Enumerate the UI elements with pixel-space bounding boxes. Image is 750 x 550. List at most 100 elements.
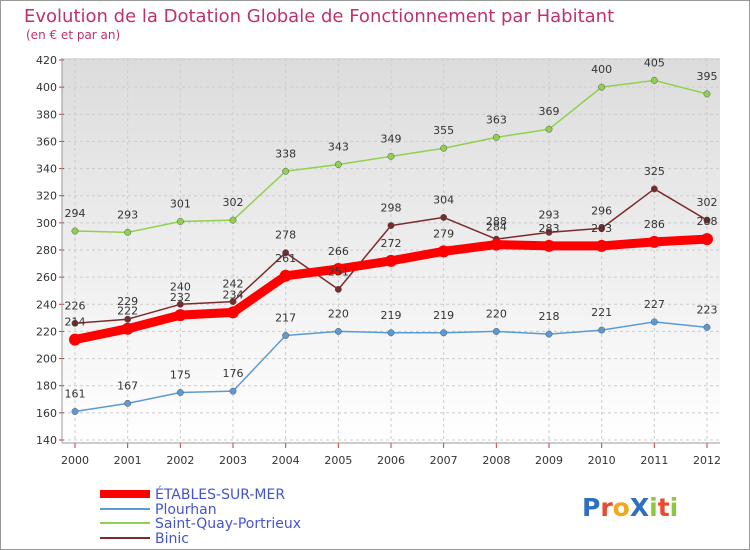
- chart-title: Evolution de la Dotation Globale de Fonc…: [24, 6, 614, 27]
- data-point: [492, 133, 500, 141]
- data-point: [650, 318, 658, 326]
- legend-label: ÉTABLES-SUR-MER: [155, 486, 285, 503]
- data-point: [437, 245, 450, 258]
- data-label: 363: [486, 113, 507, 126]
- data-point: [282, 332, 290, 339]
- y-tick-label: 320: [36, 190, 57, 203]
- data-label: 175: [170, 369, 191, 382]
- y-tick-label: 380: [36, 108, 57, 121]
- data-point: [176, 389, 184, 396]
- data-label: 294: [65, 207, 86, 220]
- data-label: 218: [539, 310, 560, 323]
- data-point: [124, 315, 132, 323]
- data-point: [598, 326, 606, 334]
- y-tick-label: 280: [36, 244, 57, 257]
- proxiti-logo: ProXiti: [582, 493, 678, 522]
- x-tick-label: 2010: [588, 454, 616, 467]
- y-tick-label: 180: [36, 380, 57, 393]
- data-point: [229, 298, 237, 306]
- data-point: [440, 213, 448, 221]
- y-tick-label: 200: [36, 353, 57, 366]
- data-label: 161: [65, 388, 86, 401]
- data-label: 214: [65, 316, 86, 329]
- data-label: 369: [539, 105, 560, 118]
- y-tick-label: 140: [36, 434, 57, 447]
- x-tick-label: 2005: [324, 454, 352, 467]
- data-point: [440, 329, 448, 337]
- data-label: 405: [644, 56, 665, 69]
- data-label: 217: [275, 312, 296, 325]
- data-label: 226: [65, 299, 86, 312]
- data-label: 240: [170, 280, 191, 293]
- data-label: 302: [223, 196, 244, 209]
- data-point: [332, 263, 345, 275]
- data-label: 288: [697, 215, 718, 228]
- data-label: 234: [223, 288, 244, 301]
- data-label: 283: [539, 222, 560, 235]
- data-point: [334, 161, 342, 168]
- data-label: 266: [328, 245, 349, 258]
- y-tick-label: 340: [36, 163, 57, 176]
- data-point: [545, 228, 553, 236]
- chart-subtitle: (en € et par an): [26, 28, 120, 42]
- data-label: 219: [433, 309, 454, 322]
- data-label: 395: [697, 70, 718, 83]
- logo-text: ProXiti: [582, 493, 678, 522]
- data-label: 232: [170, 291, 191, 304]
- data-point: [124, 399, 132, 407]
- y-tick-label: 160: [36, 407, 57, 420]
- data-point: [387, 222, 395, 230]
- data-point: [650, 185, 658, 193]
- data-label: 222: [117, 305, 138, 318]
- data-point: [124, 228, 132, 236]
- data-point: [703, 90, 711, 98]
- series-3: [71, 185, 711, 327]
- y-tick-label: 220: [36, 325, 57, 338]
- data-point: [229, 216, 237, 224]
- y-tick-label: 260: [36, 271, 57, 284]
- x-tick-label: 2000: [61, 454, 89, 467]
- data-point: [282, 249, 290, 257]
- data-point: [229, 387, 237, 395]
- x-tick-label: 2004: [272, 454, 300, 467]
- data-label: 279: [433, 227, 454, 240]
- data-label: 338: [275, 147, 296, 160]
- data-point: [650, 76, 658, 84]
- data-point: [71, 319, 79, 327]
- series-0: [69, 233, 713, 346]
- data-label: 304: [433, 193, 454, 206]
- data-point: [595, 239, 608, 252]
- data-label: 220: [328, 307, 349, 320]
- data-label: 227: [644, 298, 665, 311]
- data-label: 219: [381, 309, 402, 322]
- x-tick-label: 2007: [430, 454, 458, 467]
- data-point: [490, 238, 503, 251]
- data-label: 293: [117, 208, 138, 221]
- series-1: [71, 318, 711, 415]
- data-label: 286: [644, 218, 665, 231]
- series-layer: [69, 76, 713, 415]
- data-label: 272: [381, 237, 402, 250]
- data-point: [648, 235, 661, 248]
- data-label: 229: [117, 295, 138, 308]
- x-tick-label: 2001: [114, 454, 142, 467]
- data-point: [174, 309, 187, 322]
- data-label: 221: [591, 306, 612, 319]
- data-point: [176, 218, 184, 225]
- data-label: 251: [328, 265, 349, 278]
- x-tick-label: 2006: [377, 454, 405, 467]
- data-label: 261: [275, 252, 296, 265]
- data-point: [440, 144, 448, 152]
- data-point: [282, 167, 290, 175]
- x-tick-label: 2003: [219, 454, 247, 467]
- data-label: 325: [644, 165, 665, 178]
- legend: ÉTABLES-SUR-MERPlourhanSaint-Quay-Portri…: [100, 486, 301, 547]
- data-point: [69, 333, 81, 346]
- axes: 140 160 180 200 220 240 260 280 300 320 340 360 380 4…: [36, 54, 721, 467]
- legend-label: Saint-Quay-Portrieux: [155, 516, 301, 532]
- data-point: [703, 323, 711, 331]
- x-tick-label: 2008: [482, 454, 510, 467]
- data-point: [176, 300, 184, 308]
